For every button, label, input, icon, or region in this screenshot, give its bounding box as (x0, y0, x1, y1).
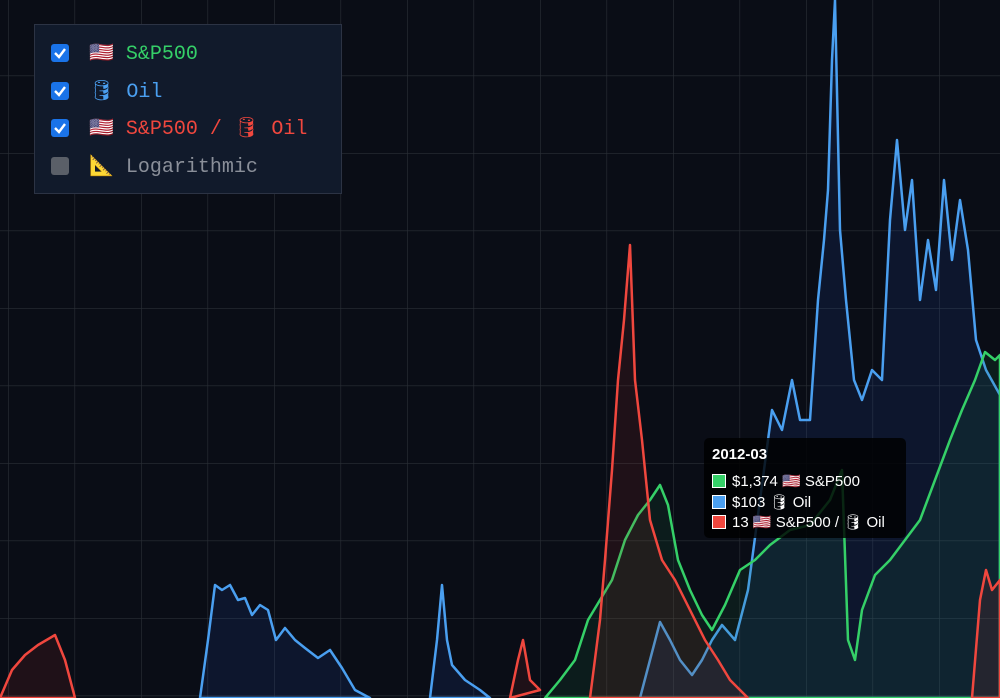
checkbox[interactable] (51, 44, 69, 62)
checkbox[interactable] (51, 119, 69, 137)
checkbox[interactable] (51, 81, 69, 100)
tooltip-text: $103 🛢 Oil (732, 493, 812, 511)
legend-label: 🇺🇸 S&P500 (89, 43, 198, 66)
checkmark (54, 48, 66, 59)
legend-label: 🇺🇸 S&P500 / 🛢 Oil (89, 118, 308, 141)
legend-item[interactable]: 🇺🇸 S&P500 (51, 41, 198, 66)
checkmark (54, 85, 66, 97)
legend-label: 📐 Logarithmic (89, 155, 258, 179)
legend-item[interactable]: 🛢 Oil (51, 79, 163, 104)
tooltip-title: 2012-03 (712, 446, 768, 463)
swatch (712, 515, 726, 529)
tooltip-row: 13 🇺🇸 S&P500 / 🛢 Oil (712, 513, 885, 531)
legend-item[interactable]: 📐 Logarithmic (51, 154, 258, 179)
swatch (712, 494, 726, 509)
tooltip-text: $1,374 🇺🇸 S&P500 (732, 473, 860, 490)
legend-item[interactable]: 🇺🇸 S&P500 / 🛢 Oil (51, 116, 308, 141)
ratio-line (0, 243, 1000, 698)
checkmark (54, 123, 66, 134)
tooltip-text: 13 🇺🇸 S&P500 / 🛢 Oil (732, 514, 885, 531)
checkbox[interactable] (51, 156, 69, 175)
legend: 🇺🇸 S&P500 🛢 Oil 🇺🇸 S&P500 / 🛢 Oil 📐 Logarit… (34, 24, 342, 194)
swatch (712, 474, 726, 488)
tooltip-row: $1,374 🇺🇸 S&P500 (712, 472, 860, 490)
legend-label: 🛢 Oil (89, 80, 163, 104)
tooltip: 2012-03 $1,374 🇺🇸 S&P500 $103 🛢 Oil 13 🇺🇸 … (704, 438, 906, 538)
tooltip-row: $103 🛢 Oil (712, 493, 811, 511)
